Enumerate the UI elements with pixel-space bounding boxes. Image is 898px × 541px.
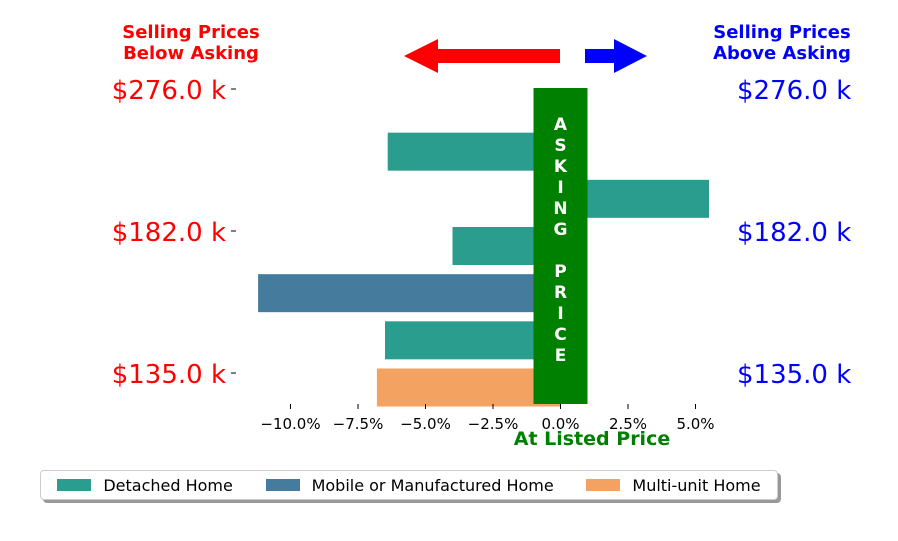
asking-price-band — [533, 88, 588, 404]
asking-band-letter: P — [554, 262, 566, 282]
legend-label-mobile: Mobile or Manufactured Home — [311, 475, 554, 495]
x-tick-label: 2.5% — [609, 415, 647, 433]
y-tick-label-right: $276.0 k — [737, 76, 851, 106]
y-tick-label-left: $182.0 k — [112, 218, 226, 248]
asking-band-letter: E — [555, 346, 567, 366]
y-tick-label-right: $182.0 k — [737, 218, 851, 248]
asking-band-letter: K — [554, 157, 568, 177]
y-tick-label-left: $276.0 k — [112, 76, 226, 106]
x-tick-label: 0.0% — [541, 415, 579, 433]
header-above-asking: Selling Prices — [713, 22, 850, 43]
legend-label-detached: Detached Home — [103, 475, 233, 495]
asking-band-letter: G — [554, 220, 568, 240]
bar-6 — [387, 132, 561, 171]
asking-band-letter: I — [557, 178, 563, 198]
x-tick-label: 5.0% — [676, 415, 714, 433]
asking-band-letter: N — [553, 199, 567, 219]
legend-swatch-multiunit — [586, 479, 621, 491]
legend-label-multiunit: Multi-unit Home — [632, 475, 761, 495]
legend-swatch-mobile — [265, 479, 300, 491]
bar-2 — [385, 321, 561, 360]
asking-band-letter: R — [554, 283, 567, 303]
asking-band-letter: S — [554, 136, 566, 156]
legend-item-mobile: Mobile or Manufactured Home — [265, 475, 554, 495]
legend-swatch-detached — [57, 479, 92, 491]
header-below-asking: Selling Prices — [122, 22, 259, 43]
x-tick-label: −10.0% — [260, 415, 320, 433]
arrow-left-icon — [404, 39, 560, 73]
x-axis-label: At Listed Price — [514, 428, 670, 450]
header-above-asking: Above Asking — [713, 43, 851, 64]
y-tick-label-right: $135.0 k — [737, 360, 851, 390]
asking-band-letter: A — [554, 115, 568, 135]
asking-band-letter: I — [557, 304, 563, 324]
bar-1 — [376, 368, 561, 407]
arrow-right-icon — [585, 39, 647, 73]
y-tick-label-left: $135.0 k — [112, 360, 226, 390]
x-tick-label: −5.0% — [400, 415, 451, 433]
legend-item-detached: Detached Home — [57, 476, 233, 495]
x-tick-label: −7.5% — [333, 415, 384, 433]
header-below-asking: Below Asking — [123, 43, 259, 64]
bar-3 — [258, 274, 561, 313]
x-tick-label: −2.5% — [468, 415, 519, 433]
legend-item-multiunit: Multi-unit Home — [586, 475, 761, 495]
legend: Detached Home Mobile or Manufactured Hom… — [40, 470, 778, 500]
asking-band-letter: C — [554, 325, 566, 345]
